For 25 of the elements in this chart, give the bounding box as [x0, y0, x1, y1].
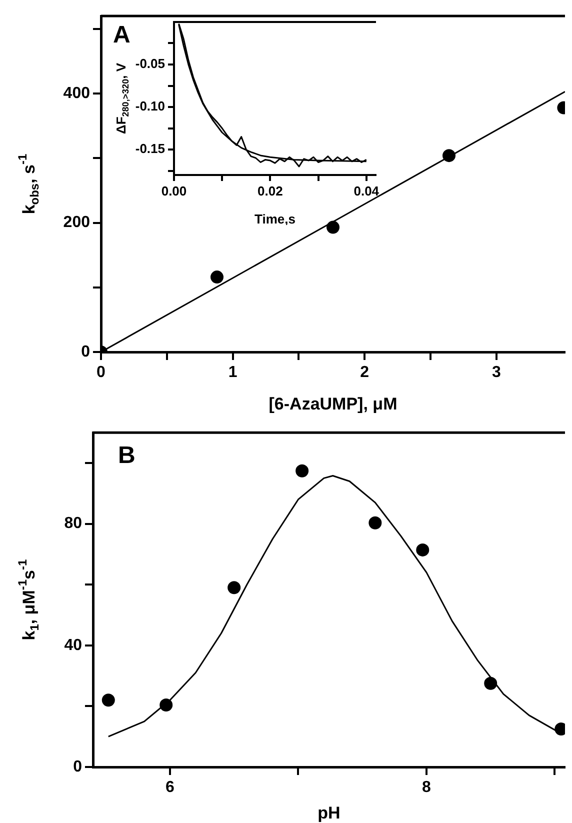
x-tick-label: 3 [492, 364, 501, 382]
y-axis-title: k1, μM-1s-1 [16, 559, 42, 640]
y-tick-label: -0.10 [135, 98, 165, 114]
y-tick-label: 0 [81, 343, 90, 360]
annotation: B [118, 442, 136, 470]
x-tick-label: 0.00 [161, 183, 187, 198]
x-axis-title: pH [318, 804, 340, 823]
x-tick-label: 8 [422, 779, 432, 796]
y-tick-label: -0.05 [135, 56, 165, 72]
x-tick-label: 0.04 [354, 183, 380, 198]
x-tick-label: 1 [228, 364, 238, 382]
y-tick-label: -0.15 [135, 141, 165, 156]
y-axis-title: ΔF280,>320, V [114, 62, 130, 134]
x-tick-label: 0.02 [258, 183, 283, 198]
x-axis-title: [6-AzaUMP], μM [268, 394, 398, 414]
y-tick-label: 0 [73, 758, 82, 776]
x-tick-label: 2 [360, 364, 370, 382]
annotation: A [113, 22, 130, 49]
y-tick-label: 400 [63, 84, 90, 102]
y-axis-title: kobs, s-1 [16, 153, 42, 214]
x-tick-label: 0 [96, 364, 106, 382]
y-tick-label: 200 [63, 214, 90, 232]
y-tick-label: 40 [64, 636, 82, 654]
x-tick-label: 6 [166, 779, 175, 796]
y-tick-label: 80 [64, 515, 82, 532]
